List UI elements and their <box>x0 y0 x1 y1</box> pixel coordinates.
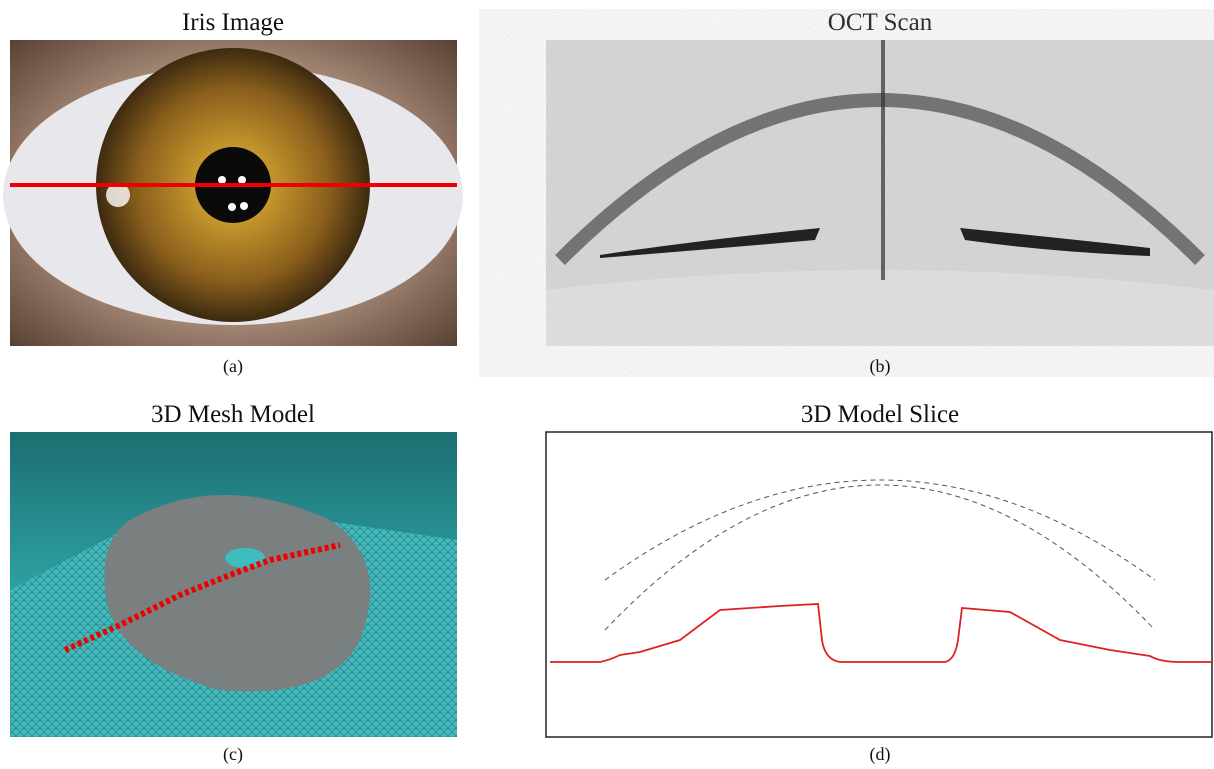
panel-title: 3D Mesh Model <box>151 401 315 428</box>
panel-title: OCT Scan <box>828 9 933 36</box>
panel-title: 3D Model Slice <box>801 401 959 428</box>
figure: Iris Image (a) OCT Scan (b) 3D Mesh Mode… <box>0 0 1214 764</box>
oct-scan <box>546 40 1214 346</box>
page: Iris Image (a) OCT Scan (b) 3D Mesh Mode… <box>0 0 1214 764</box>
mesh-model <box>10 432 457 737</box>
model-slice <box>546 432 1212 737</box>
iris-image <box>3 40 463 346</box>
panel-caption: (a) <box>223 356 243 377</box>
panel-caption: (d) <box>870 744 891 764</box>
panel-title: Iris Image <box>182 9 284 36</box>
panel-caption: (c) <box>223 744 243 764</box>
panel-caption: (b) <box>870 356 891 377</box>
